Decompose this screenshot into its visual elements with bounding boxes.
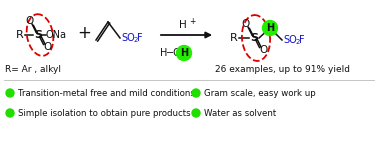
Text: Gram scale, easy work up: Gram scale, easy work up <box>204 88 316 97</box>
Text: Transition-metal free and mild conditions: Transition-metal free and mild condition… <box>18 88 195 97</box>
Text: O: O <box>44 42 52 52</box>
Text: 26 examples, up to 91% yield: 26 examples, up to 91% yield <box>215 65 350 74</box>
Text: H: H <box>179 20 186 30</box>
Text: H: H <box>160 48 167 58</box>
Text: O: O <box>242 19 250 29</box>
Text: 2: 2 <box>134 37 138 43</box>
Text: R= Ar , alkyl: R= Ar , alkyl <box>5 65 61 74</box>
Text: +: + <box>189 18 196 27</box>
Text: O: O <box>26 16 34 26</box>
Text: −O−: −O− <box>166 48 190 58</box>
Circle shape <box>6 89 14 97</box>
Text: S: S <box>34 30 42 40</box>
Text: SO: SO <box>121 33 135 43</box>
Text: Simple isolation to obtain pure products: Simple isolation to obtain pure products <box>18 108 191 117</box>
Text: H: H <box>266 23 274 33</box>
Text: R: R <box>16 30 24 40</box>
Circle shape <box>6 109 14 117</box>
Text: S: S <box>250 33 258 43</box>
Circle shape <box>262 20 277 36</box>
Text: 2: 2 <box>296 39 301 45</box>
Text: Water as solvent: Water as solvent <box>204 108 276 117</box>
Text: H: H <box>180 48 188 58</box>
Text: F: F <box>299 35 305 45</box>
Circle shape <box>177 46 192 60</box>
Text: +: + <box>77 24 91 42</box>
Text: O: O <box>260 45 268 55</box>
Text: F: F <box>137 33 143 43</box>
Circle shape <box>192 89 200 97</box>
Text: R: R <box>230 33 238 43</box>
Text: SO: SO <box>283 35 297 45</box>
Circle shape <box>192 109 200 117</box>
Text: ONa: ONa <box>46 30 67 40</box>
